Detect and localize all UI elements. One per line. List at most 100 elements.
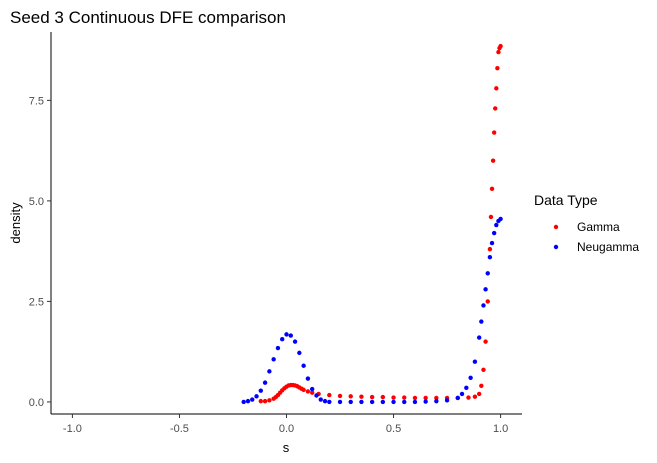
point-neugamma [258, 388, 264, 393]
point-neugamma [262, 380, 268, 385]
point-gamma [391, 395, 396, 400]
y-tick-label: 2.5 [29, 296, 44, 308]
legend-label-neugamma: Neugamma [577, 240, 639, 254]
point-gamma [434, 395, 439, 401]
point-neugamma [485, 271, 490, 276]
y-tick-label: 5.0 [29, 196, 44, 208]
point-gamma [267, 398, 272, 403]
point-neugamma [275, 345, 281, 351]
point-neugamma [245, 398, 251, 404]
point-neugamma [487, 254, 493, 260]
legend-label-gamma: Gamma [577, 220, 620, 234]
point-neugamma [402, 399, 407, 405]
point-gamma [488, 214, 494, 220]
point-neugamma [476, 335, 482, 340]
point-neugamma [348, 399, 353, 405]
point-gamma [483, 339, 488, 344]
point-neugamma [284, 332, 289, 337]
point-neugamma [479, 319, 484, 324]
point-gamma [472, 394, 478, 399]
y-tick-label: 7.5 [29, 95, 44, 107]
point-neugamma [434, 398, 439, 404]
point-gamma [481, 367, 486, 372]
point-gamma [412, 395, 418, 401]
point-neugamma [359, 399, 364, 405]
point-neugamma [305, 376, 311, 381]
point-gamma [309, 390, 315, 395]
point-neugamma [327, 399, 332, 405]
point-gamma [305, 389, 311, 394]
point-gamma [402, 395, 407, 400]
point-gamma [348, 394, 353, 399]
plot-points [241, 43, 503, 405]
y-tick-label: 0.0 [29, 397, 44, 409]
point-neugamma [297, 350, 302, 356]
x-tick-label: 1.0 [493, 423, 508, 435]
legend-title: Data Type [534, 192, 598, 208]
x-axis-label: s [283, 440, 290, 455]
point-neugamma [455, 395, 460, 401]
point-neugamma [271, 357, 276, 362]
point-gamma [490, 158, 496, 163]
point-neugamma [391, 399, 396, 405]
point-neugamma [322, 398, 328, 404]
legend-key-gamma [553, 224, 559, 230]
legend-key-neugamma [553, 244, 559, 250]
point-gamma [369, 394, 375, 400]
point-neugamma [444, 398, 450, 403]
point-neugamma [491, 230, 497, 236]
point-gamma [485, 299, 490, 304]
point-gamma [498, 43, 503, 49]
point-neugamma [489, 240, 495, 246]
point-neugamma [241, 399, 246, 405]
point-gamma [337, 393, 343, 399]
point-neugamma [292, 339, 298, 344]
point-neugamma [254, 394, 259, 399]
point-neugamma [280, 337, 285, 342]
point-neugamma [481, 303, 486, 308]
point-gamma [494, 86, 499, 91]
x-ticks: -1.0 -0.5 0.0 0.5 1.0 [63, 414, 508, 435]
point-neugamma [369, 399, 375, 405]
point-neugamma [494, 222, 499, 228]
x-tick-label: -0.5 [170, 423, 189, 435]
point-neugamma [267, 369, 272, 374]
x-tick-label: -1.0 [63, 423, 82, 435]
point-neugamma [498, 216, 503, 222]
point-gamma [489, 186, 495, 192]
point-neugamma [301, 363, 306, 368]
point-neugamma [288, 333, 293, 338]
point-neugamma [337, 399, 343, 405]
point-gamma [487, 246, 493, 252]
point-gamma [493, 106, 498, 111]
x-tick-label: 0.5 [386, 423, 401, 435]
point-neugamma [380, 399, 386, 405]
point-gamma [491, 130, 497, 135]
point-gamma [359, 394, 364, 399]
point-gamma [327, 392, 332, 398]
point-gamma [258, 398, 264, 404]
point-gamma [495, 65, 500, 71]
point-neugamma [250, 397, 255, 402]
point-gamma [423, 395, 428, 401]
point-neugamma [318, 397, 323, 402]
point-gamma [262, 398, 268, 404]
x-tick-label: 0.0 [279, 423, 294, 435]
point-gamma [496, 49, 501, 55]
series-neugamma [241, 216, 503, 405]
point-neugamma [459, 391, 465, 397]
point-gamma [479, 383, 484, 389]
series-gamma [258, 43, 503, 404]
point-neugamma [412, 399, 418, 405]
point-gamma [380, 394, 386, 400]
chart-title: Seed 3 Continuous DFE comparison [10, 8, 286, 27]
y-axis-label: density [8, 202, 23, 244]
point-neugamma [468, 375, 473, 381]
point-gamma [466, 395, 471, 400]
point-neugamma [472, 359, 478, 364]
point-neugamma [483, 287, 488, 292]
point-neugamma [423, 399, 428, 404]
y-ticks: 0.0 2.5 5.0 7.5 [29, 95, 51, 409]
point-gamma [301, 387, 306, 393]
